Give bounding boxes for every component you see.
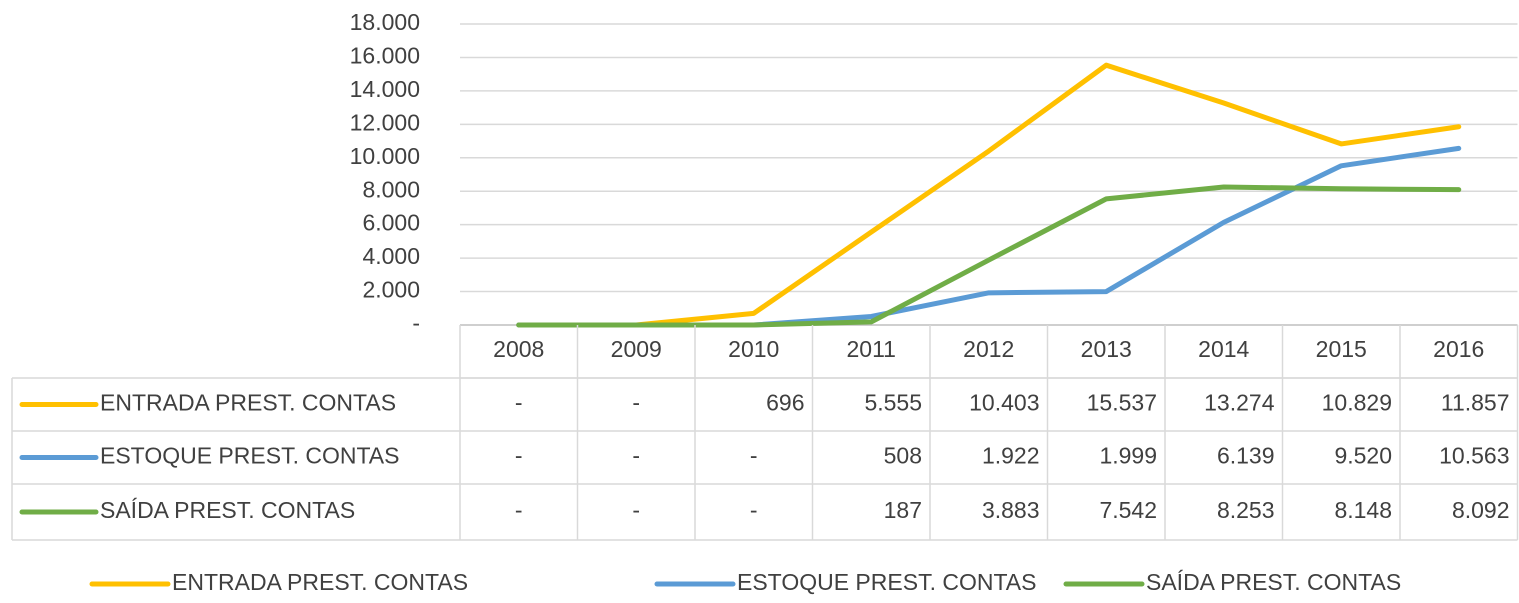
x-tick-label: 2011: [847, 336, 896, 362]
table-row-label: ESTOQUE PREST. CONTAS: [100, 443, 399, 469]
table-cell: 9.520: [1334, 443, 1392, 469]
table-cell: 5.555: [864, 390, 922, 416]
y-tick-label: 4.000: [362, 243, 420, 269]
y-tick-label: 14.000: [350, 76, 420, 102]
y-tick-label: 6.000: [362, 210, 420, 236]
table-cell: 10.403: [969, 390, 1039, 416]
table-cell: 508: [884, 443, 922, 469]
table-cell: -: [632, 390, 640, 416]
table-cell: 8.092: [1452, 497, 1510, 523]
table-cell: 10.829: [1322, 390, 1392, 416]
table-cell: -: [632, 497, 640, 523]
table-cell: -: [632, 443, 640, 469]
y-tick-label: 18.000: [350, 9, 420, 35]
y-tick-label: 8.000: [362, 176, 420, 202]
table-cell: 1.922: [982, 443, 1040, 469]
legend-label: ENTRADA PREST. CONTAS: [172, 569, 468, 595]
table-cell: -: [515, 497, 523, 523]
legend-label: SAÍDA PREST. CONTAS: [1146, 569, 1401, 595]
series-line: [516, 184, 1462, 328]
table-cell: 11.857: [1441, 390, 1510, 416]
legend-label: ESTOQUE PREST. CONTAS: [737, 569, 1036, 595]
table-cell: 10.563: [1439, 443, 1509, 469]
table-cell: 13.274: [1204, 390, 1275, 416]
y-tick-label: -: [412, 310, 420, 336]
table-row-label: ENTRADA PREST. CONTAS: [100, 390, 396, 416]
y-tick-label: 16.000: [350, 43, 420, 69]
x-tick-label: 2015: [1316, 336, 1367, 362]
x-tick-label: 2013: [1081, 336, 1132, 362]
table-cell: 696: [766, 390, 804, 416]
y-tick-label: 12.000: [350, 109, 420, 135]
table-cell: 187: [884, 497, 922, 523]
series-line: [516, 145, 1462, 328]
x-tick-label: 2014: [1198, 336, 1249, 362]
y-tick-label: 2.000: [362, 277, 420, 303]
table-cell: -: [750, 497, 758, 523]
table-cell: 3.883: [982, 497, 1040, 523]
table-cell: 15.537: [1087, 390, 1157, 416]
table-cell: 8.148: [1334, 497, 1392, 523]
table-cell: -: [515, 443, 523, 469]
table-cell: 6.139: [1217, 443, 1275, 469]
x-tick-label: 2009: [611, 336, 662, 362]
x-tick-label: 2016: [1433, 336, 1484, 362]
table-cell: 1.999: [1099, 443, 1157, 469]
x-tick-label: 2008: [493, 336, 544, 362]
table-row-label: SAÍDA PREST. CONTAS: [100, 497, 355, 523]
x-tick-label: 2012: [963, 336, 1014, 362]
series-line: [516, 62, 1462, 328]
x-tick-label: 2010: [728, 336, 779, 362]
table-cell: 7.542: [1099, 497, 1157, 523]
y-tick-label: 10.000: [350, 143, 420, 169]
table-cell: -: [750, 443, 758, 469]
table-cell: 8.253: [1217, 497, 1275, 523]
table-cell: -: [515, 390, 523, 416]
